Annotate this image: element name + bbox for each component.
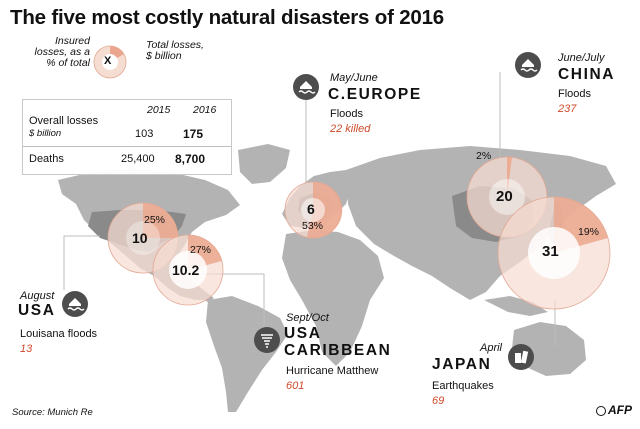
japan-insured-pct: 19% [578,226,600,238]
greenland-landmass [238,144,290,184]
caribbean-date: Sept/Oct [286,312,329,324]
caribbean-region-1: USA [284,325,322,342]
caribbean-total: 10.2 [172,262,200,278]
china-event: Floods [558,88,592,100]
table-divider [23,146,231,147]
deaths-2016: 8,700 [175,152,206,166]
europe-event: Floods [330,108,364,120]
table-header-2016: 2016 [193,104,217,116]
europe-region: C.EUROPE [328,86,422,103]
south-america-landmass [206,296,288,412]
bubble-caribbean [152,234,224,306]
southeast-asia-islands [484,296,548,316]
legend-marker: X [104,55,112,67]
usa-total: 10 [132,230,148,246]
legend-total-label: Total losses, $ billion [146,39,204,62]
caribbean-detail: 601 [286,380,305,392]
table-header-2015: 2015 [147,104,171,116]
europe-detail: 22 killed [330,123,371,135]
usa-detail: 13 [20,343,33,355]
china-total: 20 [496,188,513,205]
summary-table: 2015 2016 Overall losses $ billion 103 1… [22,99,232,175]
japan-detail: 69 [432,395,445,407]
deaths-label: Deaths [29,153,64,165]
afp-logo: AFP [596,403,632,417]
legend-bubble [93,45,127,79]
japan-region: JAPAN [432,356,492,373]
page-title: The five most costly natural disasters o… [10,6,444,29]
collapsed-building-icon [508,344,534,370]
caribbean-insured-pct: 27% [190,244,212,256]
china-detail: 237 [558,103,577,115]
europe-insured-pct: 53% [302,220,324,232]
africa-landmass [282,230,384,366]
flood-house-icon [515,52,541,78]
flood-house-icon [293,74,319,100]
china-region: CHINA [558,66,616,83]
caribbean-region-2: CARIBBEAN [284,342,392,359]
china-date: June/July [558,52,605,64]
bubble-japan [497,196,611,310]
usa-region: USA [18,302,56,319]
losses-2016: 175 [183,127,204,141]
bubble-europe [284,181,343,239]
hurricane-icon [254,327,280,353]
losses-unit: $ billion [29,128,62,139]
usa-event: Louisana floods [20,328,98,340]
flood-house-icon [62,291,88,317]
deaths-2015: 25,400 [121,153,155,165]
europe-date: May/June [330,72,378,84]
japan-total: 31 [542,243,559,260]
europe-total: 6 [307,201,315,217]
usa-insured-pct: 25% [144,214,166,226]
afp-text: AFP [608,403,632,417]
japan-event: Earthquakes [432,380,494,392]
caribbean-event: Hurricane Matthew [286,365,379,377]
source-note: Source: Munich Re [12,407,93,418]
usa-date: August [20,290,55,302]
china-insured-pct: 2% [476,150,492,162]
table-row-label: Overall losses $ billion [29,115,99,140]
japan-date: April [480,342,503,354]
legend-insured-label: Insured losses, as a % of total [34,35,90,69]
losses-2015: 103 [135,128,154,140]
losses-label: Overall losses [29,115,99,127]
